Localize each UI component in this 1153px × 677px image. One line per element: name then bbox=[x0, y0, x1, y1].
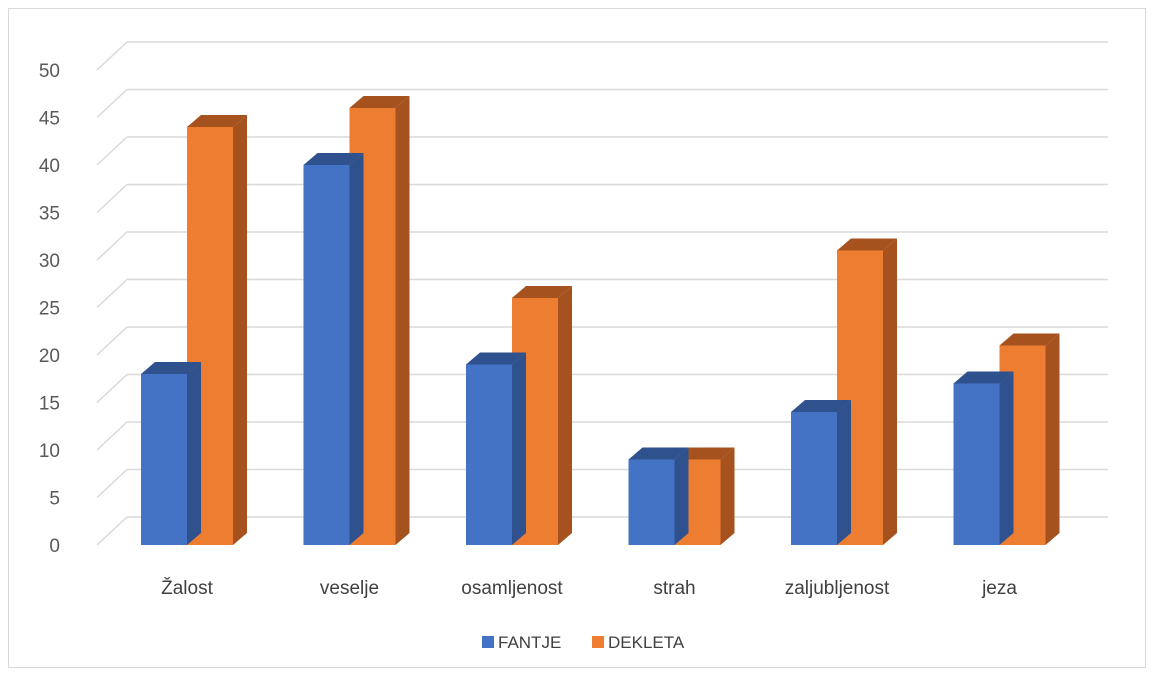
gridline-depth-50 bbox=[96, 41, 128, 71]
category-label: veselje bbox=[320, 578, 379, 599]
bar-top-fantje-0 bbox=[141, 362, 201, 374]
bar-fantje-3 bbox=[628, 459, 675, 545]
gridline-depth-15 bbox=[96, 373, 128, 404]
y-tick-label: 5 bbox=[49, 489, 60, 510]
legend-label-fantje: FANTJE bbox=[498, 633, 561, 652]
bar-side-dekleta-2 bbox=[558, 286, 572, 545]
legend-swatch-fantje bbox=[482, 636, 494, 648]
bar-side-dekleta-4 bbox=[883, 238, 897, 545]
bar-side-fantje-0 bbox=[187, 362, 201, 545]
bar-top-fantje-4 bbox=[791, 400, 851, 412]
bar-top-fantje-1 bbox=[303, 153, 364, 165]
bar-top-fantje-2 bbox=[466, 352, 526, 365]
y-tick-label: 15 bbox=[39, 394, 60, 415]
chart-frame bbox=[8, 8, 1146, 668]
gridline-depth-35 bbox=[96, 183, 128, 214]
y-tick-label: 10 bbox=[39, 441, 60, 462]
gridline-depth-40 bbox=[96, 136, 128, 166]
y-tick-label: 50 bbox=[39, 61, 60, 82]
bar-top-dekleta-5 bbox=[999, 333, 1060, 346]
bar-side-fantje-3 bbox=[674, 447, 689, 545]
bar-side-dekleta-3 bbox=[720, 447, 735, 545]
bar-side-fantje-1 bbox=[349, 153, 364, 545]
bar-side-fantje-4 bbox=[837, 400, 851, 545]
bar-top-dekleta-2 bbox=[512, 286, 572, 298]
category-label: zaljubljenost bbox=[785, 578, 890, 599]
bar-top-fantje-5 bbox=[953, 371, 1014, 384]
gridline-depth-20 bbox=[96, 326, 128, 356]
gridline-depth-10 bbox=[96, 421, 128, 451]
y-tick-label: 20 bbox=[39, 346, 60, 367]
bar-fantje-5 bbox=[953, 383, 1000, 545]
gridline-depth-5 bbox=[96, 468, 128, 499]
gridline-depth-0 bbox=[96, 516, 128, 546]
legend-swatch-dekleta bbox=[592, 636, 604, 648]
legend-label-dekleta: DEKLETA bbox=[608, 633, 685, 652]
y-tick-label: 0 bbox=[49, 536, 60, 557]
category-label: jeza bbox=[981, 578, 1017, 599]
gridline-depth-45 bbox=[96, 88, 128, 119]
bar-side-fantje-2 bbox=[512, 352, 526, 545]
y-tick-label: 25 bbox=[39, 299, 60, 320]
bar-side-fantje-5 bbox=[999, 371, 1014, 545]
bar-fantje-2 bbox=[466, 364, 512, 545]
category-label: Žalost bbox=[161, 577, 213, 599]
y-tick-label: 45 bbox=[39, 109, 60, 130]
bar-side-dekleta-1 bbox=[395, 96, 410, 545]
bar-side-dekleta-5 bbox=[1045, 333, 1060, 545]
category-label: osamljenost bbox=[461, 578, 563, 599]
gridline-depth-30 bbox=[96, 231, 128, 261]
bar-fantje-4 bbox=[791, 412, 837, 545]
bar-top-dekleta-3 bbox=[674, 447, 735, 460]
y-tick-label: 40 bbox=[39, 156, 60, 177]
bar-fantje-1 bbox=[303, 165, 350, 545]
bar-side-dekleta-0 bbox=[233, 115, 247, 545]
bar-top-dekleta-1 bbox=[349, 96, 410, 108]
y-tick-label: 35 bbox=[39, 204, 60, 225]
gridline-depth-25 bbox=[96, 278, 128, 309]
bar-fantje-0 bbox=[141, 374, 187, 545]
bar-top-fantje-3 bbox=[628, 447, 689, 460]
category-label: strah bbox=[653, 578, 695, 599]
y-tick-label: 30 bbox=[39, 251, 60, 272]
bar-top-dekleta-0 bbox=[187, 115, 247, 127]
bar-top-dekleta-4 bbox=[837, 238, 897, 251]
